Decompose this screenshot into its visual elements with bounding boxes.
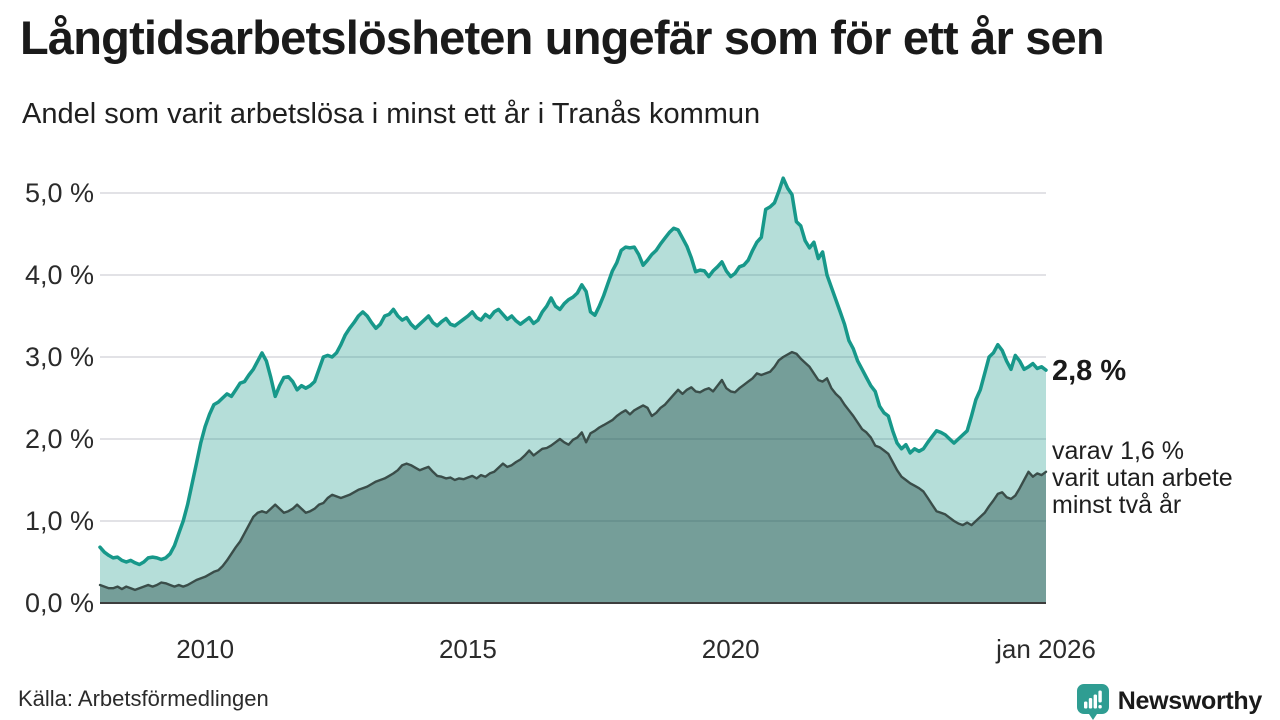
y-axis-label: 0,0 % [24,588,94,618]
x-axis-label: 2010 [176,634,235,664]
y-axis-label: 1,0 % [24,506,94,536]
chart-subtitle: Andel som varit arbetslösa i minst ett å… [22,98,761,130]
newsworthy-wordmark: Newsworthy [1117,686,1263,715]
newsworthy-logo: Newsworthy [1075,682,1262,720]
area-two-year [100,352,1046,603]
latest-value-label: 2,8 % [1052,355,1127,387]
source-credit: Källa: Arbetsförmedlingen [18,686,269,711]
x-axis-label: jan 2026 [996,634,1096,664]
y-axis-label: 3,0 % [24,342,94,372]
x-axis-label: 2015 [438,634,497,664]
two-year-note-label: varav 1,6 % varit utan arbete minst två … [1052,437,1233,519]
y-axis-label: 4,0 % [24,260,94,290]
y-axis-label: 2,0 % [24,424,94,454]
newsworthy-bubble-chart-icon [1076,684,1109,720]
y-axis-label: 5,0 % [24,178,94,208]
page-title: Långtidsarbetslösheten ungefär som för e… [20,11,1105,64]
line-total-one-year [98,176,1048,567]
line-two-year [98,350,1048,592]
x-axis-label: 2020 [701,634,760,664]
